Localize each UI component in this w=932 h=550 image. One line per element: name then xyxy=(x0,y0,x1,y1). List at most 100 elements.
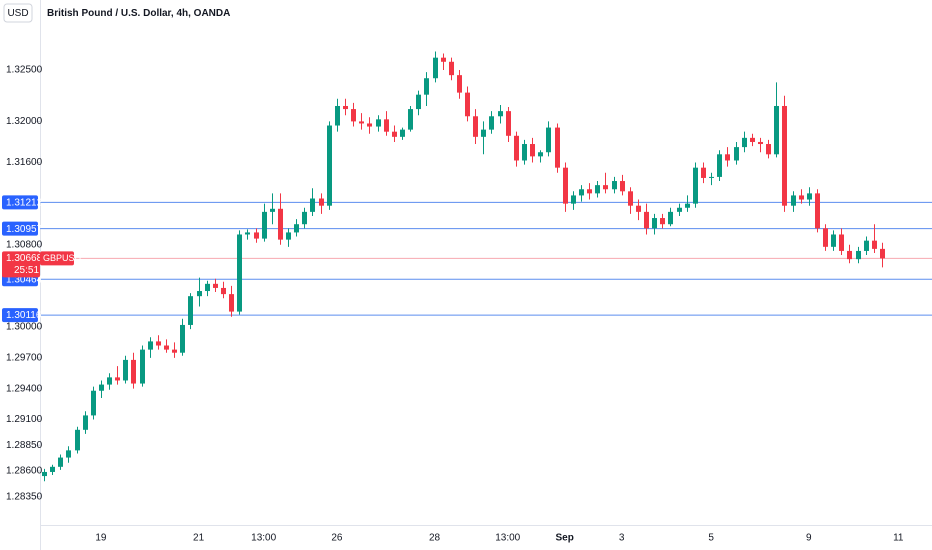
candle-body xyxy=(839,234,844,251)
candle-body xyxy=(579,189,584,196)
candle-body xyxy=(847,250,852,260)
y-tick-label: 1.32500 xyxy=(6,65,43,76)
candle-body xyxy=(335,105,340,126)
y-tick-label: 1.29700 xyxy=(6,352,43,363)
candle-body xyxy=(286,232,291,240)
x-tick-label: 11 xyxy=(893,533,904,544)
candle-body xyxy=(782,105,787,206)
candle-body xyxy=(351,109,356,122)
candle-body xyxy=(652,218,657,229)
candle-body xyxy=(400,129,405,137)
candle-body xyxy=(668,211,673,225)
candle-body xyxy=(530,144,535,157)
y-tick-label: 1.29400 xyxy=(6,383,43,394)
candle-body xyxy=(742,137,747,148)
candle-body xyxy=(107,377,112,385)
candle-body xyxy=(522,144,527,161)
candle-body xyxy=(717,154,722,177)
candle-body xyxy=(546,127,551,153)
candle-body xyxy=(766,144,771,155)
candle-body xyxy=(310,198,315,212)
y-tick-label: 1.32000 xyxy=(6,116,43,127)
candle-body xyxy=(50,466,55,472)
candle-body xyxy=(99,384,104,391)
last-price-box xyxy=(2,251,40,278)
line-price-label: 1.30116 xyxy=(6,310,42,321)
x-tick-label: 19 xyxy=(95,533,107,544)
candle-body xyxy=(205,283,210,292)
line-price-label: 1.30464 xyxy=(6,274,43,285)
candle-body xyxy=(156,341,161,346)
candle-body xyxy=(254,232,259,239)
candle-body xyxy=(58,457,63,467)
candle-body xyxy=(75,429,80,451)
x-tick-label: 13:00 xyxy=(495,533,520,544)
x-tick-label: 9 xyxy=(806,533,812,544)
candle-body xyxy=(823,228,828,247)
y-tick-label: 1.28350 xyxy=(6,491,43,502)
candle-body xyxy=(644,211,649,229)
currency-label[interactable]: USD xyxy=(7,8,28,19)
candle-body xyxy=(603,185,608,190)
candle-body xyxy=(815,193,820,229)
x-tick-label: 3 xyxy=(619,533,625,544)
line-price-label: 1.31212 xyxy=(6,198,43,209)
last-price-label: 1.30668 xyxy=(6,253,43,264)
candle-body xyxy=(262,211,267,239)
candle-body xyxy=(465,92,470,117)
y-tick-label: 1.28850 xyxy=(6,440,43,451)
currency-button[interactable] xyxy=(3,3,33,23)
candle-body xyxy=(595,185,600,194)
candle-body xyxy=(807,193,812,200)
candle-body xyxy=(66,450,71,458)
candle-body xyxy=(441,57,446,62)
candle-body xyxy=(221,287,226,295)
y-tick-label: 1.30800 xyxy=(6,239,43,250)
candle-body xyxy=(571,195,576,204)
candle-body xyxy=(693,167,698,204)
candle-body xyxy=(701,167,706,178)
candle-body xyxy=(319,198,324,206)
candle-body xyxy=(864,240,869,251)
candle-body xyxy=(620,181,625,192)
candle-body xyxy=(587,189,592,194)
candle-body xyxy=(408,109,413,130)
candle-body xyxy=(302,211,307,225)
candle-body xyxy=(750,137,755,142)
line-price-label: 1.30957 xyxy=(6,224,43,235)
candle-body xyxy=(758,141,763,145)
x-tick-label: 5 xyxy=(708,533,714,544)
candle-body xyxy=(424,78,429,95)
candle-body xyxy=(489,116,494,130)
candle-body xyxy=(148,341,153,350)
candle-body xyxy=(270,208,275,212)
candle-body xyxy=(376,119,381,127)
candle-body xyxy=(538,152,543,157)
candle-body xyxy=(831,234,836,247)
candle-body xyxy=(140,349,145,384)
candle-body xyxy=(188,296,193,325)
candle-body xyxy=(384,119,389,132)
candle-body xyxy=(473,116,478,137)
y-tick-label: 1.30000 xyxy=(6,322,43,333)
candle-body xyxy=(327,125,332,206)
y-tick-label: 1.28600 xyxy=(6,466,43,477)
x-tick-label: 26 xyxy=(331,533,343,544)
candle-body xyxy=(213,283,218,288)
candle-body xyxy=(498,111,503,117)
candle-body xyxy=(433,57,438,79)
candle-body xyxy=(172,349,177,353)
candle-body xyxy=(725,154,730,161)
candle-body xyxy=(91,390,96,416)
candle-body xyxy=(123,359,128,381)
candle-body xyxy=(612,181,617,190)
candle-body xyxy=(449,61,454,76)
candle-body xyxy=(677,207,682,212)
x-tick-label: 13:00 xyxy=(251,533,276,544)
candle-body xyxy=(628,191,633,206)
countdown-label: 25:51 xyxy=(14,265,39,276)
x-tick-label: 28 xyxy=(429,533,441,544)
candle-body xyxy=(359,121,364,124)
candle-body xyxy=(416,94,421,110)
